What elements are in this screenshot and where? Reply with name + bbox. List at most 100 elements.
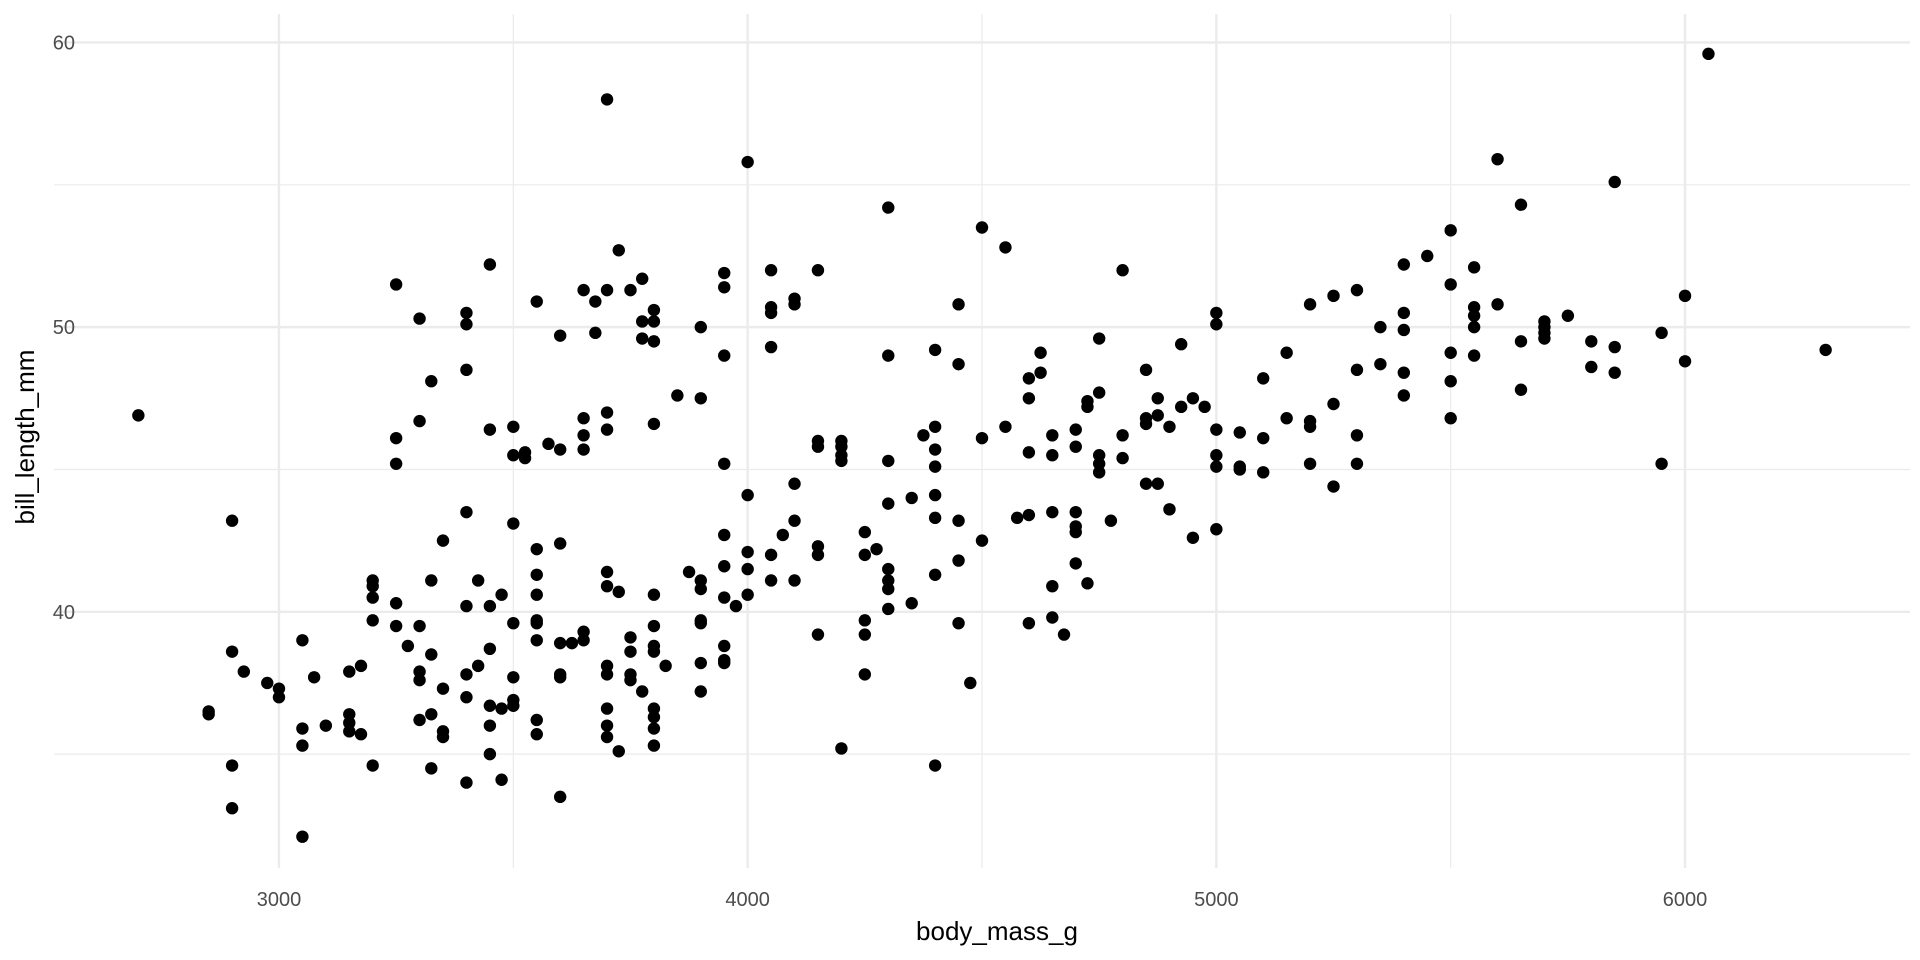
x-axis-title: body_mass_g — [916, 916, 1078, 946]
data-point — [296, 739, 309, 752]
data-point — [1046, 429, 1059, 442]
data-point — [647, 619, 661, 633]
data-point — [1655, 457, 1668, 470]
data-point — [1022, 446, 1036, 459]
x-tick-label: 3000 — [257, 889, 302, 911]
data-point — [1397, 389, 1411, 402]
data-point — [1538, 332, 1551, 345]
data-point — [553, 790, 567, 804]
data-point — [952, 554, 965, 567]
x-axis-tick-labels: 3000 4000 5000 6000 — [257, 889, 1708, 911]
data-point — [741, 588, 754, 601]
data-point — [1069, 525, 1082, 539]
data-point — [530, 616, 543, 630]
data-point — [1444, 278, 1457, 291]
data-point — [1280, 412, 1293, 425]
data-point — [1069, 423, 1082, 436]
data-point — [483, 599, 497, 613]
data-point — [729, 599, 743, 613]
data-point — [1022, 392, 1036, 405]
data-point — [1210, 449, 1223, 462]
y-axis-title: bill_length_mm — [10, 350, 40, 525]
data-point — [1092, 457, 1106, 470]
data-point — [905, 597, 918, 610]
data-point — [389, 597, 403, 610]
data-point — [202, 708, 215, 721]
data-point — [389, 619, 403, 633]
data-point — [682, 565, 696, 579]
data-point — [718, 281, 731, 294]
data-point — [600, 565, 614, 579]
data-point — [1467, 301, 1481, 314]
y-axis-tick-labels: 40 50 60 — [53, 32, 75, 623]
data-point — [1350, 457, 1364, 470]
data-point — [928, 759, 942, 772]
data-point — [354, 659, 368, 673]
data-point — [460, 306, 473, 320]
data-point — [495, 773, 508, 786]
data-point — [589, 326, 602, 340]
data-point — [764, 548, 778, 562]
data-point — [928, 511, 942, 525]
data-point — [1608, 366, 1621, 379]
data-point — [296, 830, 309, 843]
data-point — [483, 423, 497, 436]
data-point — [1397, 306, 1411, 320]
data-point — [1467, 261, 1481, 274]
data-point — [1069, 505, 1082, 519]
data-point — [577, 412, 590, 425]
data-point — [600, 668, 614, 681]
data-point — [882, 562, 895, 576]
data-point — [1327, 480, 1340, 493]
data-point — [413, 414, 426, 428]
data-point — [1186, 531, 1200, 544]
data-point — [1655, 326, 1668, 340]
data-point — [553, 443, 567, 456]
data-point — [718, 457, 731, 470]
data-point — [343, 665, 356, 678]
data-point — [600, 423, 614, 436]
data-point — [882, 454, 895, 468]
data-point — [483, 719, 497, 732]
data-point — [811, 540, 825, 553]
data-point — [1350, 363, 1364, 377]
data-point — [741, 155, 754, 169]
data-point — [542, 437, 555, 451]
data-point — [343, 725, 356, 738]
data-point — [1163, 503, 1176, 516]
data-point — [1444, 375, 1457, 388]
data-point — [1010, 511, 1024, 525]
data-point — [237, 665, 251, 678]
data-point — [1421, 249, 1434, 263]
data-point — [1585, 335, 1598, 348]
y-tick-label: 40 — [53, 602, 75, 624]
data-point — [1210, 318, 1223, 331]
data-point — [1092, 449, 1106, 462]
data-point — [928, 460, 942, 473]
data-point — [495, 702, 508, 715]
x-tick-label: 5000 — [1194, 889, 1239, 911]
data-point — [1514, 383, 1528, 396]
y-tick-label: 60 — [53, 32, 75, 54]
data-point — [272, 682, 286, 695]
data-point — [811, 440, 825, 453]
data-point — [1397, 258, 1411, 271]
data-point — [1397, 323, 1411, 337]
data-point — [1257, 431, 1270, 445]
data-point — [647, 335, 661, 348]
data-point — [425, 375, 438, 388]
data-point — [354, 728, 368, 741]
data-point — [636, 272, 649, 285]
data-point — [694, 685, 707, 698]
data-point — [858, 525, 872, 539]
data-point — [389, 457, 403, 470]
data-point — [1092, 332, 1106, 345]
data-point — [460, 599, 473, 613]
data-point — [1467, 349, 1481, 362]
data-point — [272, 691, 286, 704]
data-point — [811, 628, 825, 641]
data-point — [694, 392, 707, 405]
data-point — [530, 634, 543, 647]
data-point — [1174, 400, 1188, 414]
data-point — [261, 676, 274, 690]
